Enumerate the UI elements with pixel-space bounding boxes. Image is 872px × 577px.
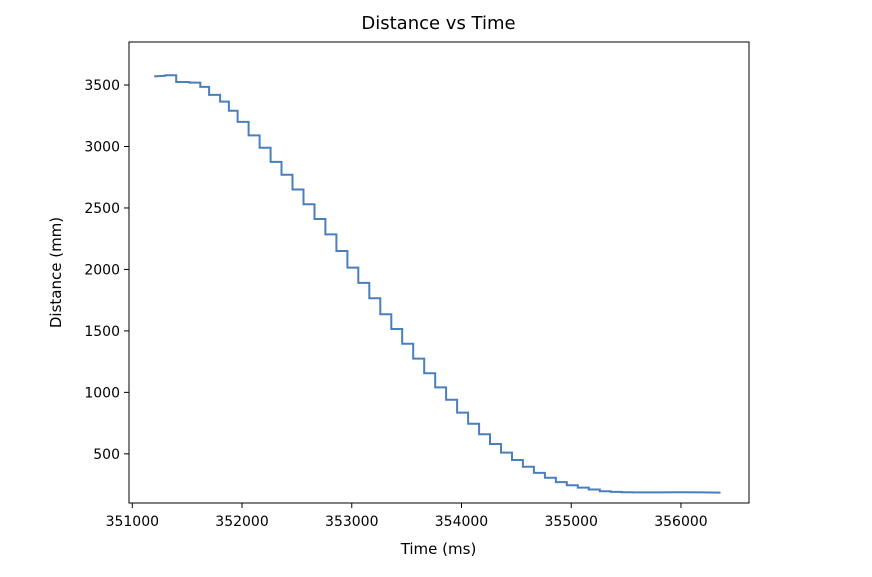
x-tick-label: 351000 [106, 514, 159, 530]
plot-area-frame [128, 41, 750, 504]
y-tick-label: 1000 [84, 385, 120, 401]
y-tick-label: 2000 [84, 262, 120, 278]
x-tick-label: 354000 [435, 514, 488, 530]
x-tick-label: 352000 [215, 514, 268, 530]
x-axis-ticks: 351000 352000 353000 354000 355000 356000 [106, 503, 708, 530]
x-axis-label: Time (ms) [400, 540, 477, 558]
chart-title: Distance vs Time [361, 13, 515, 34]
y-axis-ticks: 500 1000 1500 2000 2500 3000 3500 [84, 78, 129, 463]
y-tick-label: 3500 [84, 78, 120, 94]
distance-series-line [154, 74, 721, 494]
x-tick-label: 356000 [654, 514, 707, 530]
y-tick-label: 2500 [84, 201, 120, 217]
y-axis-label: Distance (mm) [47, 217, 65, 328]
x-tick-label: 355000 [545, 514, 598, 530]
y-tick-label: 3000 [84, 139, 120, 155]
x-tick-label: 353000 [325, 514, 378, 530]
y-tick-label: 1500 [84, 324, 120, 340]
y-tick-label: 500 [93, 447, 120, 463]
